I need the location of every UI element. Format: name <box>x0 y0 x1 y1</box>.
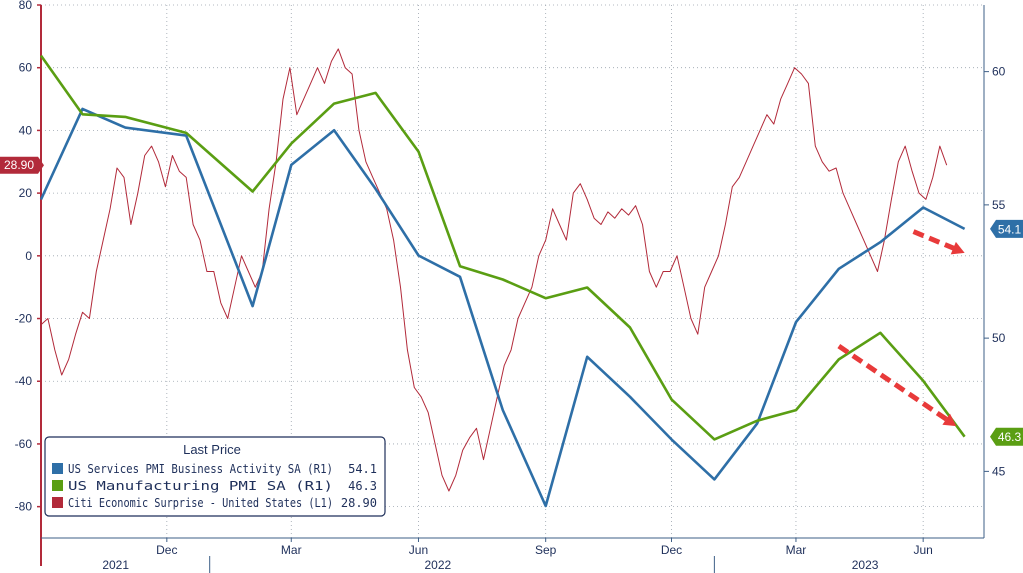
x-tick-label: Jun <box>409 543 428 557</box>
left-tick-label: -60 <box>15 437 33 451</box>
legend-value: 54.1 <box>348 462 377 476</box>
right-tick-label: 60 <box>992 65 1006 79</box>
series-line-citi-economic-surprise-united-states <box>40 48 948 492</box>
legend-swatch <box>52 480 63 491</box>
x-tick-label: Mar <box>281 543 302 557</box>
arrow-annotation-line <box>912 229 956 251</box>
legend-value: 46.3 <box>348 479 377 493</box>
value-badge-left <box>0 156 44 174</box>
x-axis: Dec Mar Jun Sep Dec Mar Jun 2021 2022 2023 <box>41 537 984 572</box>
x-tick-label: Dec <box>661 543 682 557</box>
x-tick-label: Sep <box>535 543 557 557</box>
legend: Last Price US Services PMI Business Activ… <box>44 436 386 517</box>
left-tick-label: 80 <box>19 0 33 12</box>
year-dividers <box>209 556 715 573</box>
series-line-us-manufacturing-pmi-sa <box>39 54 966 441</box>
legend-label: US Manufacturing PMI SA (R1) <box>68 479 333 493</box>
right-tick-label: 50 <box>992 331 1006 345</box>
value-badge-text: 54.1 <box>998 222 1022 236</box>
left-tick-label: -40 <box>15 374 33 388</box>
value-badge-text: 28.90 <box>4 158 34 172</box>
value-badge-right <box>990 219 1023 238</box>
arrow-annotation-line <box>837 344 949 422</box>
legend-label: Citi Economic Surprise - United States (… <box>68 496 333 510</box>
x-tick-label: Mar <box>786 543 807 557</box>
value-badge-text: 46.3 <box>998 430 1022 444</box>
left-tick-label: 60 <box>19 61 33 75</box>
legend-title: Last Price <box>183 442 241 457</box>
right-axis: 60 55 50 45 <box>983 5 1006 538</box>
left-tick-label: -80 <box>15 500 33 514</box>
series <box>39 48 966 508</box>
arrow-annotation-head <box>950 241 965 255</box>
legend-swatch <box>52 463 63 474</box>
value-badges: 54.1 46.3 28.90 <box>0 156 1023 446</box>
right-tick-label: 45 <box>992 464 1006 478</box>
x-tick-label: Dec <box>156 543 177 557</box>
legend-box <box>44 436 386 517</box>
right-tick-label: 55 <box>992 198 1006 212</box>
left-tick-label: 20 <box>19 186 33 200</box>
legend-label: US Services PMI Business Activity SA (R1… <box>68 462 333 476</box>
left-tick-label: -20 <box>15 312 33 326</box>
value-badge-right <box>990 427 1023 446</box>
legend-value: 28.90 <box>341 496 377 510</box>
left-tick-label: 40 <box>19 123 33 137</box>
year-label: 2023 <box>852 558 879 572</box>
year-label: 2022 <box>424 558 451 572</box>
year-label: 2021 <box>102 558 129 572</box>
x-tick-label: Jun <box>913 543 932 557</box>
annotations <box>837 229 965 427</box>
arrow-annotation-head <box>942 413 957 427</box>
left-axis: 80 60 40 20 0 -20 -40 -60 -80 <box>15 0 42 566</box>
left-tick-label: 0 <box>25 249 32 263</box>
series-line-us-services-pmi-business-activity-sa <box>39 107 966 508</box>
legend-swatch <box>52 497 63 508</box>
